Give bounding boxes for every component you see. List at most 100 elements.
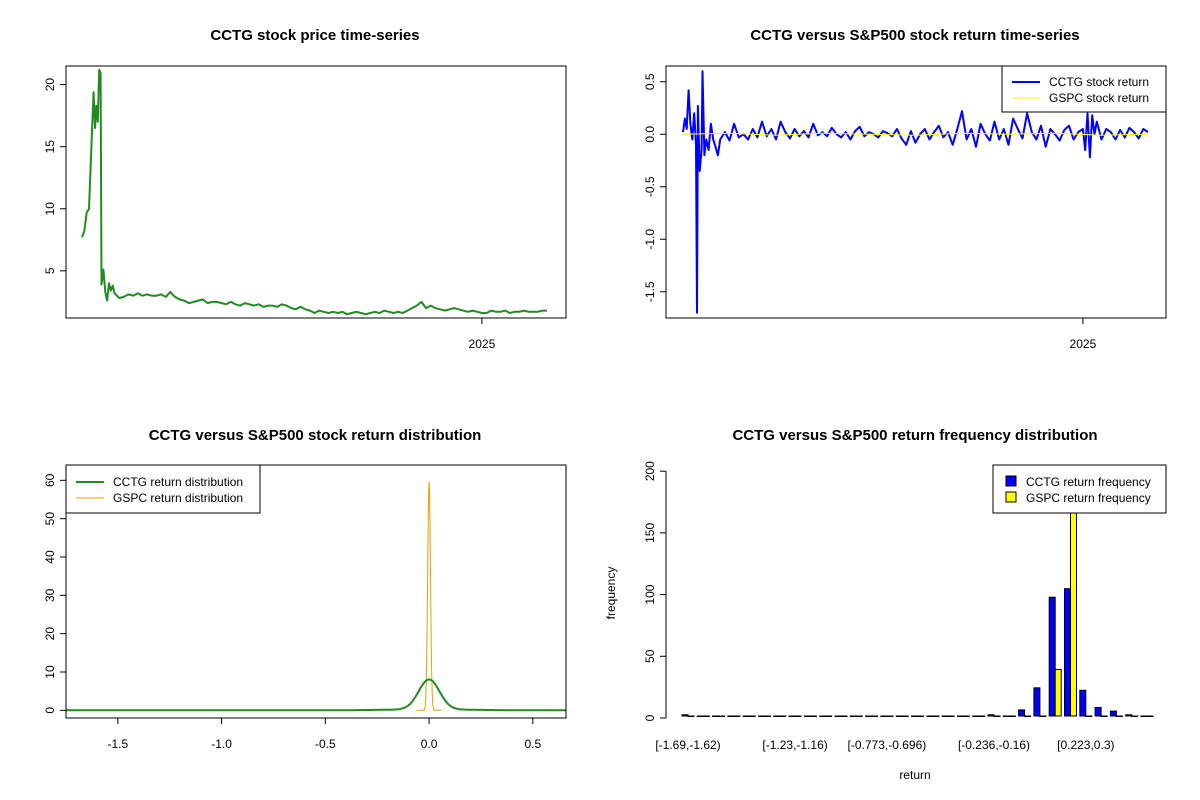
series-frequency xyxy=(681,464,1154,717)
cctg-density-line xyxy=(66,678,566,712)
panel-price: CCTG stock price time-series 5 10 15 20 202… xyxy=(43,27,567,351)
cctg-bar xyxy=(1002,715,1010,717)
y-tick-label: -0.5 xyxy=(643,176,657,197)
y-axis-price: 5 10 15 20 xyxy=(43,78,67,274)
cctg-bar xyxy=(911,715,918,717)
gspc-bar xyxy=(962,715,970,717)
cctg-bar xyxy=(773,715,781,717)
gspc-bar xyxy=(1039,715,1047,717)
x-axis-price: 2025 xyxy=(469,318,496,351)
y-tick-label: 50 xyxy=(43,512,57,526)
cctg-bar xyxy=(895,715,903,717)
gspc-density-line xyxy=(416,482,442,711)
cctg-bar xyxy=(788,715,796,717)
y-tick-label: 20 xyxy=(43,627,57,641)
cctg-bar xyxy=(1109,710,1117,717)
y-tick-label: -1.5 xyxy=(643,281,657,302)
cctg-bar xyxy=(834,715,842,717)
y-tick-label: 50 xyxy=(643,649,657,663)
y-tick-label: 30 xyxy=(43,588,57,602)
y-axis-distribution: 0 10 20 30 40 50 60 xyxy=(43,473,67,714)
gspc-bar xyxy=(855,715,863,717)
gspc-bar xyxy=(917,715,924,717)
legend-label-cctg-frequency: CCTG return frequency xyxy=(1026,475,1151,489)
x-tick-label: -0.5 xyxy=(315,737,336,751)
gspc-bar xyxy=(718,715,726,717)
gspc-bar xyxy=(993,715,1001,717)
gspc-bar xyxy=(1115,715,1123,717)
x-tick-label: 0.0 xyxy=(421,737,438,751)
legend-swatch-gspc-frequency xyxy=(1005,491,1017,503)
cctg-bar xyxy=(941,715,949,717)
x-tick-label: [-1.69,-1.62) xyxy=(655,738,720,752)
y-tick-label: 150 xyxy=(643,523,657,543)
gspc-bar xyxy=(901,715,909,717)
x-tick-label: -1.0 xyxy=(211,737,232,751)
y-tick-label: 20 xyxy=(43,78,57,92)
y-tick-label: 60 xyxy=(43,473,57,487)
legend-label-gspc-frequency: GSPC return frequency xyxy=(1026,491,1151,505)
legend-distribution: CCTG return distribution GSPC return dis… xyxy=(65,464,261,514)
gspc-bar xyxy=(809,715,817,717)
cctg-bar xyxy=(712,715,720,717)
legend-box-distribution xyxy=(65,464,261,514)
chart-title-frequency: CCTG versus S&P500 return frequency dist… xyxy=(732,427,1097,444)
legend-label-cctg-distribution: CCTG return distribution xyxy=(113,475,243,489)
chart-title-price: CCTG stock price time-series xyxy=(210,27,419,44)
gspc-bar xyxy=(1054,668,1062,717)
panel-returns: CCTG versus S&P500 stock return time-ser… xyxy=(643,27,1167,351)
gspc-bar xyxy=(1008,715,1016,717)
y-axis-label-frequency: frequency xyxy=(604,567,618,620)
y-tick-label: 10 xyxy=(43,202,57,216)
gspc-bar xyxy=(1131,715,1139,717)
gspc-bar xyxy=(947,715,955,717)
cctg-bar xyxy=(758,715,765,717)
gspc-bar xyxy=(794,715,802,717)
gspc-bar xyxy=(1085,715,1093,717)
cctg-bar xyxy=(819,715,827,717)
y-tick-label: 200 xyxy=(643,461,657,481)
plot-frame-price xyxy=(65,65,567,319)
legend-box-frequency xyxy=(992,464,1167,514)
y-tick-label: 5 xyxy=(43,267,57,274)
gspc-bar xyxy=(840,715,848,717)
cctg-bar xyxy=(727,715,735,717)
legend-label-gspc-distribution: GSPC return distribution xyxy=(113,491,243,505)
cctg-bar xyxy=(1064,588,1071,717)
x-tick-label: [0.223,0.3) xyxy=(1057,738,1114,752)
gspc-bar xyxy=(825,715,833,717)
legend-label-gspc-return: GSPC stock return xyxy=(1049,91,1149,105)
legend-returns: CCTG stock return GSPC stock return xyxy=(1001,65,1167,113)
cctg-bar xyxy=(849,715,857,717)
y-tick-label: 15 xyxy=(43,140,57,154)
panel-distribution: CCTG versus S&P500 stock return distribu… xyxy=(43,427,567,751)
y-tick-label: 0 xyxy=(43,707,57,714)
gspc-bar xyxy=(687,715,695,717)
cctg-bar xyxy=(865,715,873,717)
gspc-bar xyxy=(779,715,787,717)
plot-frame-returns xyxy=(665,65,1167,319)
x-axis-label-frequency: return xyxy=(899,768,930,782)
cctg-bar xyxy=(803,715,811,717)
legend-label-cctg-return: CCTG stock return xyxy=(1049,75,1149,89)
x-axis-distribution: -1.5 -1.0 -0.5 0.0 0.5 xyxy=(108,717,541,751)
series-distribution xyxy=(66,482,566,712)
gspc-return-line xyxy=(682,132,1149,136)
cctg-bar xyxy=(1018,709,1026,717)
cctg-bar xyxy=(956,715,964,717)
x-tick-label: 0.5 xyxy=(524,737,541,751)
x-tick-label: [-1.23,-1.16) xyxy=(762,738,827,752)
x-tick-label: [-0.236,-0.16) xyxy=(958,738,1030,752)
y-tick-label: 0 xyxy=(643,714,657,721)
gspc-bar xyxy=(702,715,710,717)
y-axis-frequency: 0 50 100 150 200 xyxy=(643,461,667,721)
gspc-bar xyxy=(748,715,756,717)
gspc-bar xyxy=(1024,715,1032,717)
legend-swatch-cctg-frequency xyxy=(1005,475,1017,487)
gspc-bar xyxy=(871,715,879,717)
cctg-bar xyxy=(681,714,689,717)
y-axis-returns: -1.5 -1.0 -0.5 0.0 0.5 xyxy=(643,73,667,302)
panel-frequency: CCTG versus S&P500 return frequency dist… xyxy=(604,427,1167,782)
cctg-bar xyxy=(1140,715,1148,717)
